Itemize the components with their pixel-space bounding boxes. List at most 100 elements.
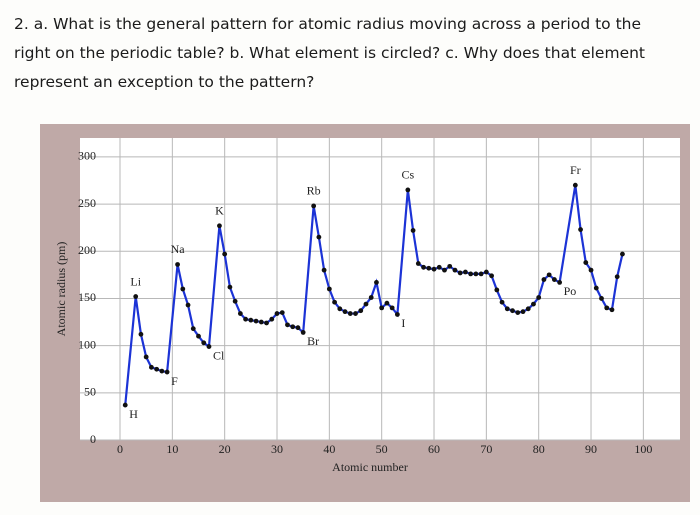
data-point xyxy=(326,286,332,292)
y-tick-label: 250 xyxy=(78,196,96,210)
question-line: represent an exception to the pattern? xyxy=(14,73,315,91)
x-tick-label: 50 xyxy=(376,442,388,456)
data-point xyxy=(253,318,259,324)
data-point xyxy=(237,311,243,316)
data-point xyxy=(604,305,610,311)
data-point xyxy=(122,402,128,408)
data-point xyxy=(258,319,264,325)
data-point xyxy=(285,322,290,328)
point-label: Na xyxy=(171,242,186,256)
data-point xyxy=(494,287,500,293)
data-point xyxy=(279,310,285,315)
data-point xyxy=(489,273,494,279)
data-point xyxy=(374,279,379,285)
data-point xyxy=(436,264,442,270)
x-tick-label: 20 xyxy=(219,442,231,456)
data-point xyxy=(504,306,510,312)
data-point xyxy=(531,301,536,307)
data-point xyxy=(536,295,542,300)
point-label: H xyxy=(129,407,138,421)
x-tick-label: 60 xyxy=(428,442,440,456)
point-label: Cl xyxy=(213,348,225,362)
data-point xyxy=(316,234,322,240)
point-label: K xyxy=(215,204,224,218)
data-point xyxy=(154,366,160,372)
data-point xyxy=(300,330,306,335)
data-point xyxy=(609,307,615,313)
chart: Atomic number Atomic radius (pm) 0501001… xyxy=(54,138,680,474)
data-point xyxy=(342,309,348,315)
y-tick-label: 300 xyxy=(78,149,96,163)
data-point xyxy=(232,298,238,304)
data-point xyxy=(379,305,385,311)
y-tick-label: 0 xyxy=(90,432,96,446)
x-tick-label: 80 xyxy=(533,442,545,456)
data-point xyxy=(442,267,447,273)
data-point xyxy=(264,320,269,326)
data-point xyxy=(578,227,583,232)
data-point xyxy=(363,301,369,307)
y-tick-label: 50 xyxy=(84,385,96,399)
y-tick-label: 150 xyxy=(78,290,96,304)
data-point xyxy=(515,310,521,315)
data-point xyxy=(583,260,589,265)
y-tick-label: 200 xyxy=(78,243,96,257)
data-point xyxy=(426,265,432,271)
data-point xyxy=(353,311,358,316)
data-point xyxy=(384,300,390,306)
data-point xyxy=(290,324,296,330)
data-point xyxy=(180,286,186,292)
data-point xyxy=(551,277,557,282)
data-point xyxy=(452,267,458,273)
data-point xyxy=(321,267,327,273)
data-point xyxy=(159,368,165,374)
data-point xyxy=(227,284,233,290)
x-tick-label: 0 xyxy=(117,442,123,456)
data-point xyxy=(468,271,474,277)
data-point xyxy=(243,316,249,322)
chart-panel: Atomic number Atomic radius (pm) 0 50 100 1… xyxy=(40,124,690,502)
data-point xyxy=(133,294,139,299)
data-point xyxy=(269,316,275,322)
data-point xyxy=(394,312,400,317)
data-point xyxy=(415,261,421,266)
question: 2. a. What is the general pattern for at… xyxy=(14,10,694,97)
data-point xyxy=(347,311,353,316)
data-point xyxy=(175,262,180,267)
data-point xyxy=(499,299,505,305)
y-tick-label: 100 xyxy=(78,337,96,351)
data-point xyxy=(541,277,547,282)
point-label: Cs xyxy=(402,168,415,182)
point-label: Po xyxy=(564,284,577,298)
data-point xyxy=(520,309,526,315)
data-point xyxy=(478,271,484,277)
data-point xyxy=(421,264,426,270)
question-line: right on the periodic table? b. What ele… xyxy=(14,44,646,62)
point-label: Br xyxy=(307,334,319,348)
data-point xyxy=(614,274,620,280)
data-point xyxy=(546,272,552,278)
data-point xyxy=(572,182,578,188)
data-point xyxy=(149,364,154,370)
data-point xyxy=(274,311,280,316)
data-point xyxy=(368,295,374,300)
data-point xyxy=(510,308,515,314)
point-label: Rb xyxy=(307,184,321,198)
data-point xyxy=(222,251,228,257)
data-point xyxy=(588,267,594,273)
data-point xyxy=(358,308,364,314)
data-point xyxy=(206,344,212,349)
data-point xyxy=(525,306,531,312)
data-point xyxy=(332,299,337,305)
x-tick-label: 70 xyxy=(480,442,492,456)
data-point xyxy=(483,269,489,275)
x-axis-label: Atomic number xyxy=(332,460,408,474)
data-point xyxy=(164,369,170,375)
data-point xyxy=(217,223,222,229)
data-point xyxy=(593,285,599,291)
data-point xyxy=(143,354,149,360)
data-point xyxy=(410,228,416,233)
x-tick-label: 90 xyxy=(585,442,597,456)
data-point xyxy=(599,296,604,301)
